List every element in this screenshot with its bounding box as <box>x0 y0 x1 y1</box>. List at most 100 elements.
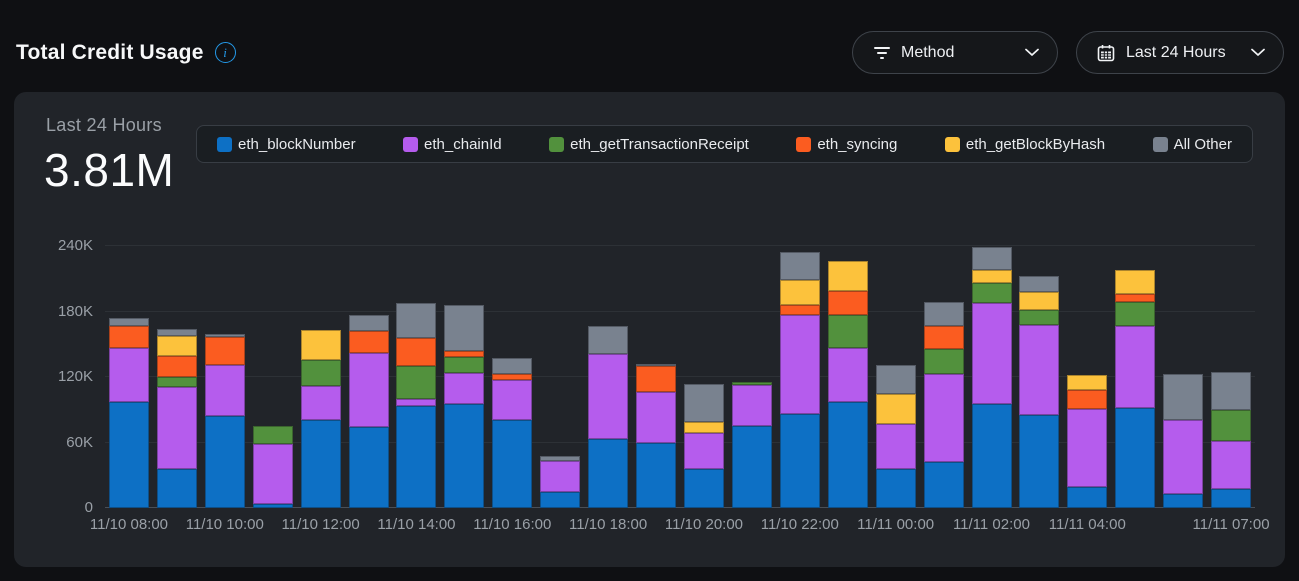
bar-segment-eth_chainId[interactable] <box>540 461 581 492</box>
method-filter-dropdown[interactable]: Method <box>852 31 1058 74</box>
bar-segment-eth_getTransactionReceipt[interactable] <box>1019 310 1060 325</box>
bar-segment-eth_chainId[interactable] <box>1067 408 1108 488</box>
bar-segment-eth_getTransactionReceipt[interactable] <box>1211 409 1252 442</box>
bar-segment-eth_getBlockByHash[interactable] <box>875 394 916 424</box>
bar-segment-eth_chainId[interactable] <box>444 372 485 405</box>
bar-segment-eth_getBlockByHash[interactable] <box>684 421 725 433</box>
bar-segment-All Other[interactable] <box>396 302 437 338</box>
bar-segment-eth_getTransactionReceipt[interactable] <box>1115 301 1156 326</box>
bar-segment-eth_syncing[interactable] <box>779 304 820 315</box>
bar-segment-eth_getBlockByHash[interactable] <box>1019 291 1060 311</box>
bar-segment-eth_getBlockByHash[interactable] <box>300 330 341 360</box>
bar-segment-All Other[interactable] <box>540 455 581 462</box>
bar-segment-eth_getBlockByHash[interactable] <box>1115 270 1156 295</box>
bar-segment-eth_blockNumber[interactable] <box>779 414 820 508</box>
bar-segment-eth_chainId[interactable] <box>1211 441 1252 490</box>
bar-segment-eth_chainId[interactable] <box>971 302 1012 405</box>
bar-segment-eth_blockNumber[interactable] <box>396 406 437 508</box>
bar-segment-eth_getTransactionReceipt[interactable] <box>971 283 1012 303</box>
bar-segment-eth_syncing[interactable] <box>396 337 437 367</box>
bar-segment-eth_blockNumber[interactable] <box>827 402 868 508</box>
bar-segment-eth_chainId[interactable] <box>588 354 629 440</box>
bar-segment-eth_getBlockByHash[interactable] <box>779 279 820 305</box>
bar-segment-eth_syncing[interactable] <box>156 356 197 378</box>
bar-segment-eth_chainId[interactable] <box>684 432 725 469</box>
bar-segment-eth_getTransactionReceipt[interactable] <box>396 366 437 399</box>
bar-segment-eth_chainId[interactable] <box>396 398 437 407</box>
bar-segment-All Other[interactable] <box>108 318 149 326</box>
legend-item-eth_chainId[interactable]: eth_chainId <box>403 136 502 153</box>
bar-segment-eth_chainId[interactable] <box>1115 325 1156 408</box>
bar-segment-eth_getBlockByHash[interactable] <box>156 335 197 357</box>
bar-segment-eth_chainId[interactable] <box>779 314 820 415</box>
bar-segment-eth_chainId[interactable] <box>923 373 964 463</box>
bar-segment-eth_blockNumber[interactable] <box>108 402 149 508</box>
bar-segment-All Other[interactable] <box>779 251 820 280</box>
bar-segment-eth_getTransactionReceipt[interactable] <box>731 382 772 385</box>
bar-segment-All Other[interactable] <box>875 365 916 395</box>
bar-segment-eth_blockNumber[interactable] <box>1163 493 1204 508</box>
bar-segment-eth_getBlockByHash[interactable] <box>827 261 868 291</box>
bar-segment-eth_chainId[interactable] <box>108 347 149 403</box>
bar-segment-eth_blockNumber[interactable] <box>588 439 629 508</box>
bar-segment-eth_chainId[interactable] <box>348 353 389 428</box>
bar-segment-eth_syncing[interactable] <box>1067 390 1108 409</box>
bar-segment-All Other[interactable] <box>923 301 964 326</box>
bar-segment-eth_blockNumber[interactable] <box>923 462 964 508</box>
time-range-dropdown[interactable]: Last 24 Hours <box>1076 31 1284 74</box>
bar-segment-eth_syncing[interactable] <box>636 366 677 393</box>
bar-segment-All Other[interactable] <box>348 314 389 332</box>
bar-segment-eth_chainId[interactable] <box>1019 324 1060 416</box>
bar-segment-eth_blockNumber[interactable] <box>252 503 293 508</box>
bar-segment-eth_blockNumber[interactable] <box>731 426 772 508</box>
bar-segment-eth_blockNumber[interactable] <box>204 416 245 508</box>
bar-segment-eth_blockNumber[interactable] <box>971 404 1012 508</box>
bar-segment-eth_chainId[interactable] <box>875 423 916 469</box>
bar-segment-eth_blockNumber[interactable] <box>1067 487 1108 508</box>
bar-segment-eth_syncing[interactable] <box>1115 294 1156 302</box>
bar-segment-eth_getTransactionReceipt[interactable] <box>156 377 197 387</box>
bar-segment-eth_blockNumber[interactable] <box>875 468 916 508</box>
bar-segment-eth_chainId[interactable] <box>492 380 533 420</box>
bar-segment-eth_getTransactionReceipt[interactable] <box>252 426 293 444</box>
bar-segment-eth_blockNumber[interactable] <box>492 419 533 508</box>
bar-segment-eth_blockNumber[interactable] <box>444 404 485 508</box>
bar-segment-eth_syncing[interactable] <box>348 331 389 353</box>
bar-segment-All Other[interactable] <box>636 363 677 367</box>
bar-segment-All Other[interactable] <box>971 247 1012 271</box>
bar-segment-eth_getTransactionReceipt[interactable] <box>923 348 964 374</box>
bar-segment-All Other[interactable] <box>444 304 485 351</box>
bar-segment-All Other[interactable] <box>156 329 197 336</box>
bar-segment-eth_blockNumber[interactable] <box>540 491 581 508</box>
bar-segment-eth_blockNumber[interactable] <box>300 419 341 508</box>
bar-segment-eth_getBlockByHash[interactable] <box>971 270 1012 284</box>
bar-segment-eth_getBlockByHash[interactable] <box>1067 374 1108 391</box>
bar-segment-eth_syncing[interactable] <box>108 325 149 348</box>
bar-segment-All Other[interactable] <box>492 358 533 374</box>
bar-segment-eth_chainId[interactable] <box>300 385 341 420</box>
bar-segment-eth_blockNumber[interactable] <box>1211 489 1252 508</box>
legend-item-eth_getBlockByHash[interactable]: eth_getBlockByHash <box>944 136 1105 153</box>
bar-segment-eth_blockNumber[interactable] <box>348 427 389 508</box>
bar-segment-eth_blockNumber[interactable] <box>684 468 725 508</box>
bar-segment-eth_chainId[interactable] <box>827 347 868 403</box>
bar-segment-eth_getTransactionReceipt[interactable] <box>300 359 341 386</box>
bar-segment-eth_chainId[interactable] <box>252 443 293 504</box>
bar-segment-All Other[interactable] <box>1211 371 1252 410</box>
bar-segment-eth_syncing[interactable] <box>492 373 533 381</box>
bar-segment-eth_blockNumber[interactable] <box>156 468 197 508</box>
legend-item-eth_syncing[interactable]: eth_syncing <box>796 136 897 153</box>
legend-item-eth_getTransactionReceipt[interactable]: eth_getTransactionReceipt <box>549 136 749 153</box>
info-icon[interactable]: i <box>214 42 236 63</box>
bar-segment-eth_blockNumber[interactable] <box>1115 407 1156 508</box>
bar-segment-All Other[interactable] <box>588 325 629 355</box>
bar-segment-eth_chainId[interactable] <box>156 386 197 469</box>
bar-segment-All Other[interactable] <box>204 334 245 337</box>
bar-segment-eth_syncing[interactable] <box>923 325 964 349</box>
bar-segment-All Other[interactable] <box>684 383 725 422</box>
bar-segment-All Other[interactable] <box>1019 275 1060 292</box>
bar-segment-eth_chainId[interactable] <box>204 365 245 417</box>
bar-segment-eth_syncing[interactable] <box>827 290 868 315</box>
bar-segment-All Other[interactable] <box>1163 373 1204 420</box>
bar-segment-eth_chainId[interactable] <box>636 392 677 443</box>
